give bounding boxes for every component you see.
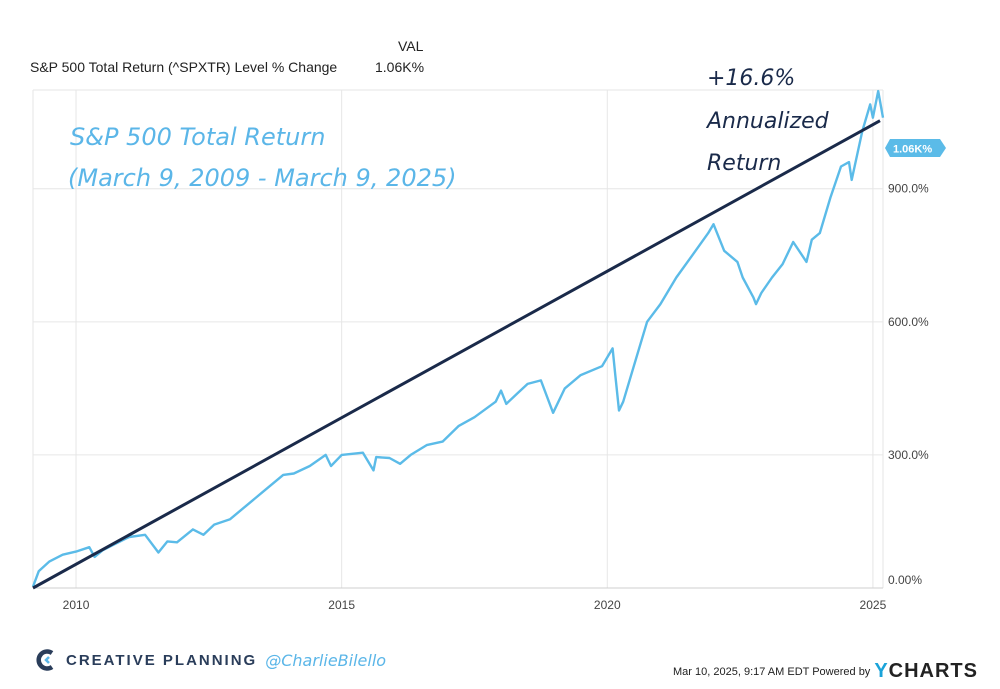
last-value-tag-shape xyxy=(885,139,946,157)
x-tick-labels: 2010 2015 2020 2025 xyxy=(63,598,887,612)
last-value-tag: 1.06K% xyxy=(885,139,946,157)
trend-line-annualized xyxy=(32,119,881,590)
brand-name: CREATIVE PLANNING xyxy=(66,651,258,669)
annotation-cagr-line3: Return xyxy=(707,151,781,176)
plot-area xyxy=(33,90,883,588)
last-value-tag-text: 1.06K% xyxy=(893,144,932,156)
x-tick-label-2010: 2010 xyxy=(63,598,90,612)
x-tick-label-2015: 2015 xyxy=(328,598,355,612)
vertical-gridlines xyxy=(75,90,874,588)
footer-attribution: Mar 10, 2025, 9:17 AM EDT Powered by YCH… xyxy=(673,660,978,683)
creative-planning-logo-icon xyxy=(36,649,54,671)
footer-branding: CREATIVE PLANNING @CharlieBilello xyxy=(36,645,386,675)
annotation-cagr-line1: +16.6% xyxy=(707,66,795,91)
y-tick-label-0: 0.00% xyxy=(888,573,922,587)
annotation-cagr-line2: Annualized xyxy=(705,109,830,134)
annotation-title-line1: S&P 500 Total Return xyxy=(70,123,325,151)
y-tick-label-900: 900.0% xyxy=(888,182,929,196)
legend-series-name: S&P 500 Total Return (^SPXTR) Level % Ch… xyxy=(30,59,338,75)
y-tick-label-300: 300.0% xyxy=(888,448,929,462)
annotation-title-line2: (March 9, 2009 - March 9, 2025) xyxy=(68,164,457,192)
x-tick-label-2020: 2020 xyxy=(594,598,621,612)
ycharts-logo[interactable]: YCHARTS xyxy=(874,660,978,682)
timestamp-text: Mar 10, 2025, 9:17 AM EDT Powered by xyxy=(673,665,871,678)
series-line-spxtr[interactable] xyxy=(31,89,885,588)
y-tick-labels: 0.00% 300.0% 600.0% 900.0% xyxy=(888,182,929,587)
author-handle[interactable]: @CharlieBilello xyxy=(265,650,387,670)
legend-header: VAL xyxy=(398,38,424,54)
x-tick-label-2025: 2025 xyxy=(860,598,887,612)
y-tick-label-600: 600.0% xyxy=(888,315,929,329)
horizontal-gridlines xyxy=(33,188,883,456)
legend-series-value: 1.06K% xyxy=(375,59,425,75)
